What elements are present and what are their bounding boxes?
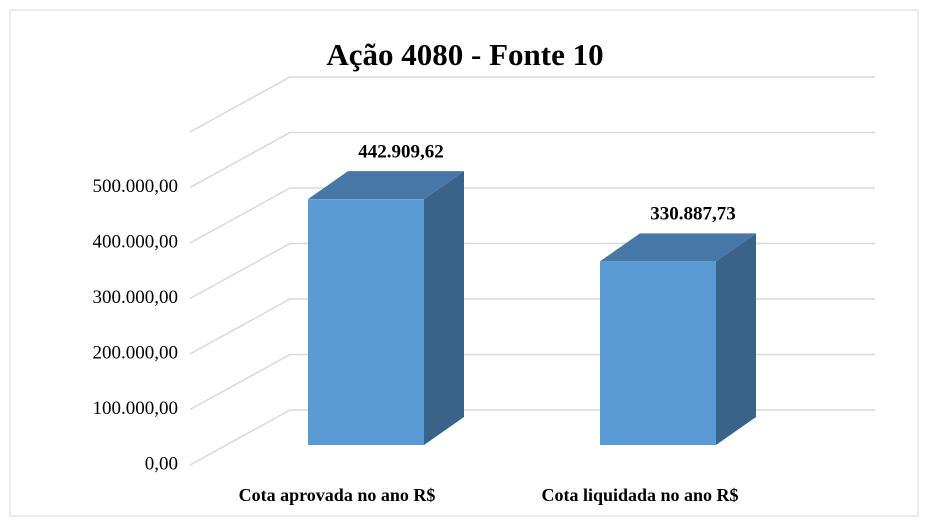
bar-top [600, 233, 756, 262]
grid-line [189, 76, 875, 133]
x-tick-label: Cota liquidada no ano R$ [541, 485, 738, 505]
chart-title: Ação 4080 - Fonte 10 [326, 37, 603, 72]
value-label: 330.887,73 [650, 204, 736, 225]
bar [600, 261, 716, 445]
value-label: 442.909,62 [358, 142, 444, 163]
y-tick-label: 100.000,00 [93, 398, 179, 419]
bar-top [308, 171, 464, 200]
grid-line [189, 187, 875, 244]
bar-side [424, 171, 464, 445]
y-tick-label: 300.000,00 [93, 287, 179, 308]
y-tick-label: 500.000,00 [93, 176, 179, 197]
bar-side [716, 233, 756, 445]
grid-line [189, 131, 875, 189]
y-tick-label: 0,00 [145, 453, 178, 474]
y-tick-label: 200.000,00 [93, 342, 179, 363]
bar [308, 199, 424, 445]
x-tick-label: Cota aprovada no ano R$ [239, 485, 436, 505]
y-tick-label: 400.000,00 [93, 231, 179, 252]
